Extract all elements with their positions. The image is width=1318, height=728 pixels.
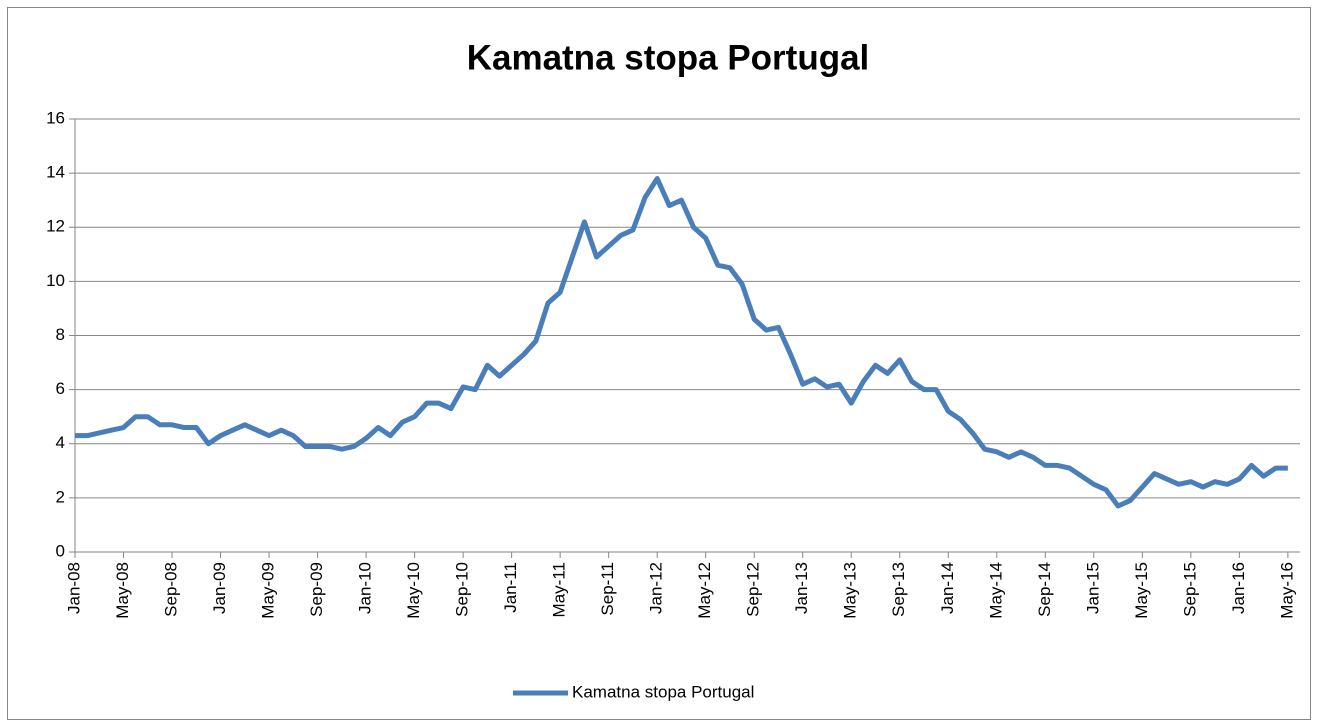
x-tick-label: Jan-14 <box>938 562 957 614</box>
x-tick-label: Sep-10 <box>453 562 472 617</box>
y-tick-label: 8 <box>56 325 65 344</box>
chart-title: Kamatna stopa Portugal <box>467 38 870 77</box>
y-tick-label: 2 <box>56 487 65 506</box>
x-tick-label: May-09 <box>259 562 278 619</box>
y-tick-label: 6 <box>56 379 65 398</box>
x-tick-label: Sep-12 <box>744 562 763 617</box>
x-tick-label: Jan-08 <box>64 562 83 614</box>
x-tick-label: Sep-09 <box>307 562 326 617</box>
x-tick-label: Sep-08 <box>162 562 181 617</box>
line-series <box>75 176 1288 509</box>
y-tick-label: 4 <box>56 433 65 452</box>
x-tick-label: May-11 <box>550 562 569 617</box>
x-tick-label: Jan-09 <box>210 562 229 614</box>
x-tick-label: May-10 <box>404 562 423 619</box>
y-tick-label: 10 <box>46 271 65 290</box>
x-tick-label: Sep-13 <box>889 562 908 617</box>
x-tick-label: Sep-11 <box>598 562 617 616</box>
x-tick-label: May-12 <box>695 562 714 619</box>
chart-border <box>7 7 1311 720</box>
y-tick-label: 14 <box>46 163 65 182</box>
x-tick-label: Jan-15 <box>1083 562 1102 614</box>
y-tick-label: 12 <box>46 217 65 236</box>
x-tick-label: May-14 <box>986 562 1005 619</box>
x-tick-label: Sep-15 <box>1180 562 1199 617</box>
legend-label: Kamatna stopa Portugal <box>572 682 754 701</box>
y-tick-label: 0 <box>56 541 65 560</box>
x-tick-label: May-15 <box>1132 562 1151 619</box>
x-tick-label: May-13 <box>841 562 860 619</box>
x-tick-label: May-16 <box>1277 562 1296 619</box>
y-tick-label: 16 <box>46 108 65 127</box>
x-tick-label: Sep-14 <box>1035 562 1054 617</box>
x-tick-label: May-08 <box>113 562 132 619</box>
x-tick-label: Jan-11 <box>501 562 520 613</box>
x-tick-label: Jan-10 <box>356 562 375 614</box>
x-tick-label: Jan-16 <box>1229 562 1248 614</box>
x-tick-label: Jan-13 <box>792 562 811 614</box>
x-tick-label: Jan-12 <box>647 562 666 614</box>
